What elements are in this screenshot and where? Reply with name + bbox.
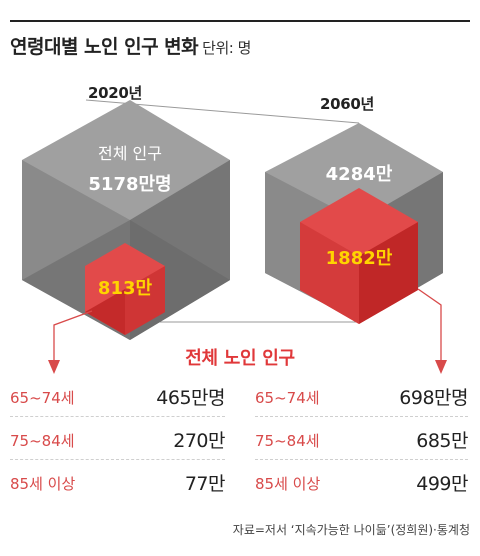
population-value: 685만 <box>416 430 468 452</box>
row-divider <box>255 459 468 460</box>
age-group-label: 85세 이상 <box>255 475 321 493</box>
row-divider <box>10 416 225 417</box>
row-divider <box>255 416 468 417</box>
age-group-label: 65~74세 <box>255 389 320 407</box>
arrow-2020 <box>48 310 93 374</box>
age-group-label: 75~84세 <box>10 432 75 450</box>
row-2060-65-74: 65~74세 698만명 <box>255 383 468 409</box>
total-population-2060: 4284만 <box>325 164 393 185</box>
row-2020-65-74: 65~74세 465만명 <box>10 383 225 409</box>
hexagon-2060-elderly <box>300 188 418 324</box>
top-rule <box>10 20 470 22</box>
title-text: 연령대별 노인 인구 변화 <box>10 36 199 58</box>
elderly-population-2020: 813만 <box>97 278 153 299</box>
breakdown-title: 전체 노인 인구 <box>185 348 295 369</box>
age-group-label: 65~74세 <box>10 389 75 407</box>
hexagon-graphic <box>22 99 447 374</box>
row-divider <box>10 459 225 460</box>
year-2060-label: 2060년 <box>320 95 375 113</box>
age-group-label: 75~84세 <box>255 432 320 450</box>
population-value: 77만 <box>184 473 226 495</box>
row-2020-75-84: 75~84세 270만 <box>10 426 225 452</box>
hexagon-2020-elderly <box>85 243 165 335</box>
row-2060-85-plus: 85세 이상 499만 <box>255 469 468 495</box>
source-note: 자료=저서 ‘지속가능한 나이듦’(정희원)·통계청 <box>232 523 470 537</box>
row-2060-75-84: 75~84세 685만 <box>255 426 468 452</box>
row-2020-85-plus: 85세 이상 77만 <box>10 469 226 495</box>
unit-label: 단위: 명 <box>202 39 251 57</box>
arrow-2060 <box>417 288 447 374</box>
total-population-2020: 5178만명 <box>88 174 172 195</box>
total-population-caption: 전체 인구 <box>98 144 162 163</box>
population-value: 698만명 <box>399 387 468 409</box>
year-2020-label: 2020년 <box>88 84 143 102</box>
population-value: 465만명 <box>156 387 225 409</box>
age-group-label: 85세 이상 <box>10 475 76 493</box>
infographic: 연령대별 노인 인구 변화 단위: 명 <box>10 0 470 556</box>
population-value: 499만 <box>416 473 468 495</box>
chart-title: 연령대별 노인 인구 변화 단위: 명 <box>10 32 251 59</box>
elderly-population-2060: 1882만 <box>325 248 393 269</box>
population-value: 270만 <box>173 430 225 452</box>
